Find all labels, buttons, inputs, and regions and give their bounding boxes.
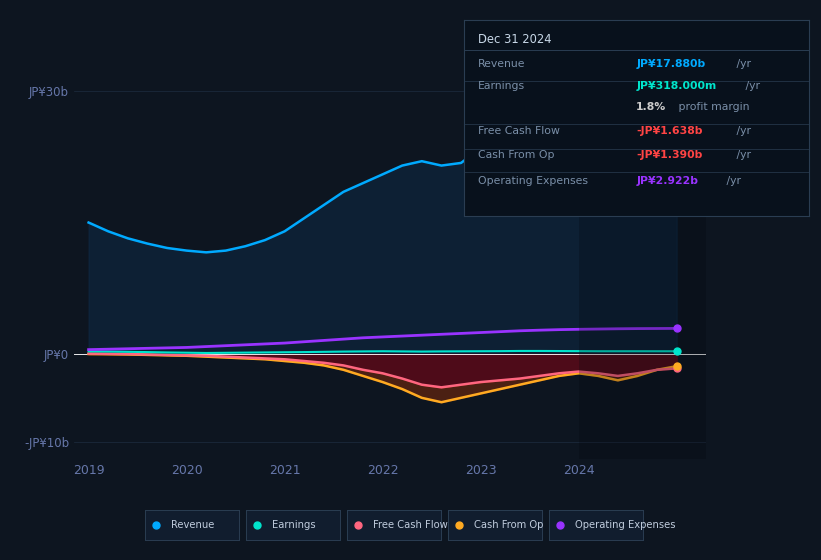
Text: 1.8%: 1.8% [636,102,667,112]
Text: Cash From Op: Cash From Op [478,150,554,160]
Text: Revenue: Revenue [478,59,525,69]
Text: -JP¥1.638b: -JP¥1.638b [636,127,703,136]
Text: Cash From Op: Cash From Op [475,520,544,530]
Text: Earnings: Earnings [478,81,525,91]
Text: Operating Expenses: Operating Expenses [576,520,676,530]
Text: /yr: /yr [733,127,751,136]
Text: /yr: /yr [733,59,751,69]
Text: Revenue: Revenue [172,520,215,530]
Text: Free Cash Flow: Free Cash Flow [478,127,560,136]
Text: Operating Expenses: Operating Expenses [478,176,588,186]
Text: JP¥318.000m: JP¥318.000m [636,81,717,91]
Text: Earnings: Earnings [273,520,316,530]
Text: /yr: /yr [723,176,741,186]
Text: profit margin: profit margin [675,102,750,112]
Text: JP¥17.880b: JP¥17.880b [636,59,705,69]
Text: Free Cash Flow: Free Cash Flow [374,520,448,530]
Bar [579,56,706,459]
Text: /yr: /yr [742,81,760,91]
Text: Dec 31 2024: Dec 31 2024 [478,34,551,46]
Text: JP¥2.922b: JP¥2.922b [636,176,699,186]
Text: -JP¥1.390b: -JP¥1.390b [636,150,703,160]
Text: /yr: /yr [733,150,751,160]
